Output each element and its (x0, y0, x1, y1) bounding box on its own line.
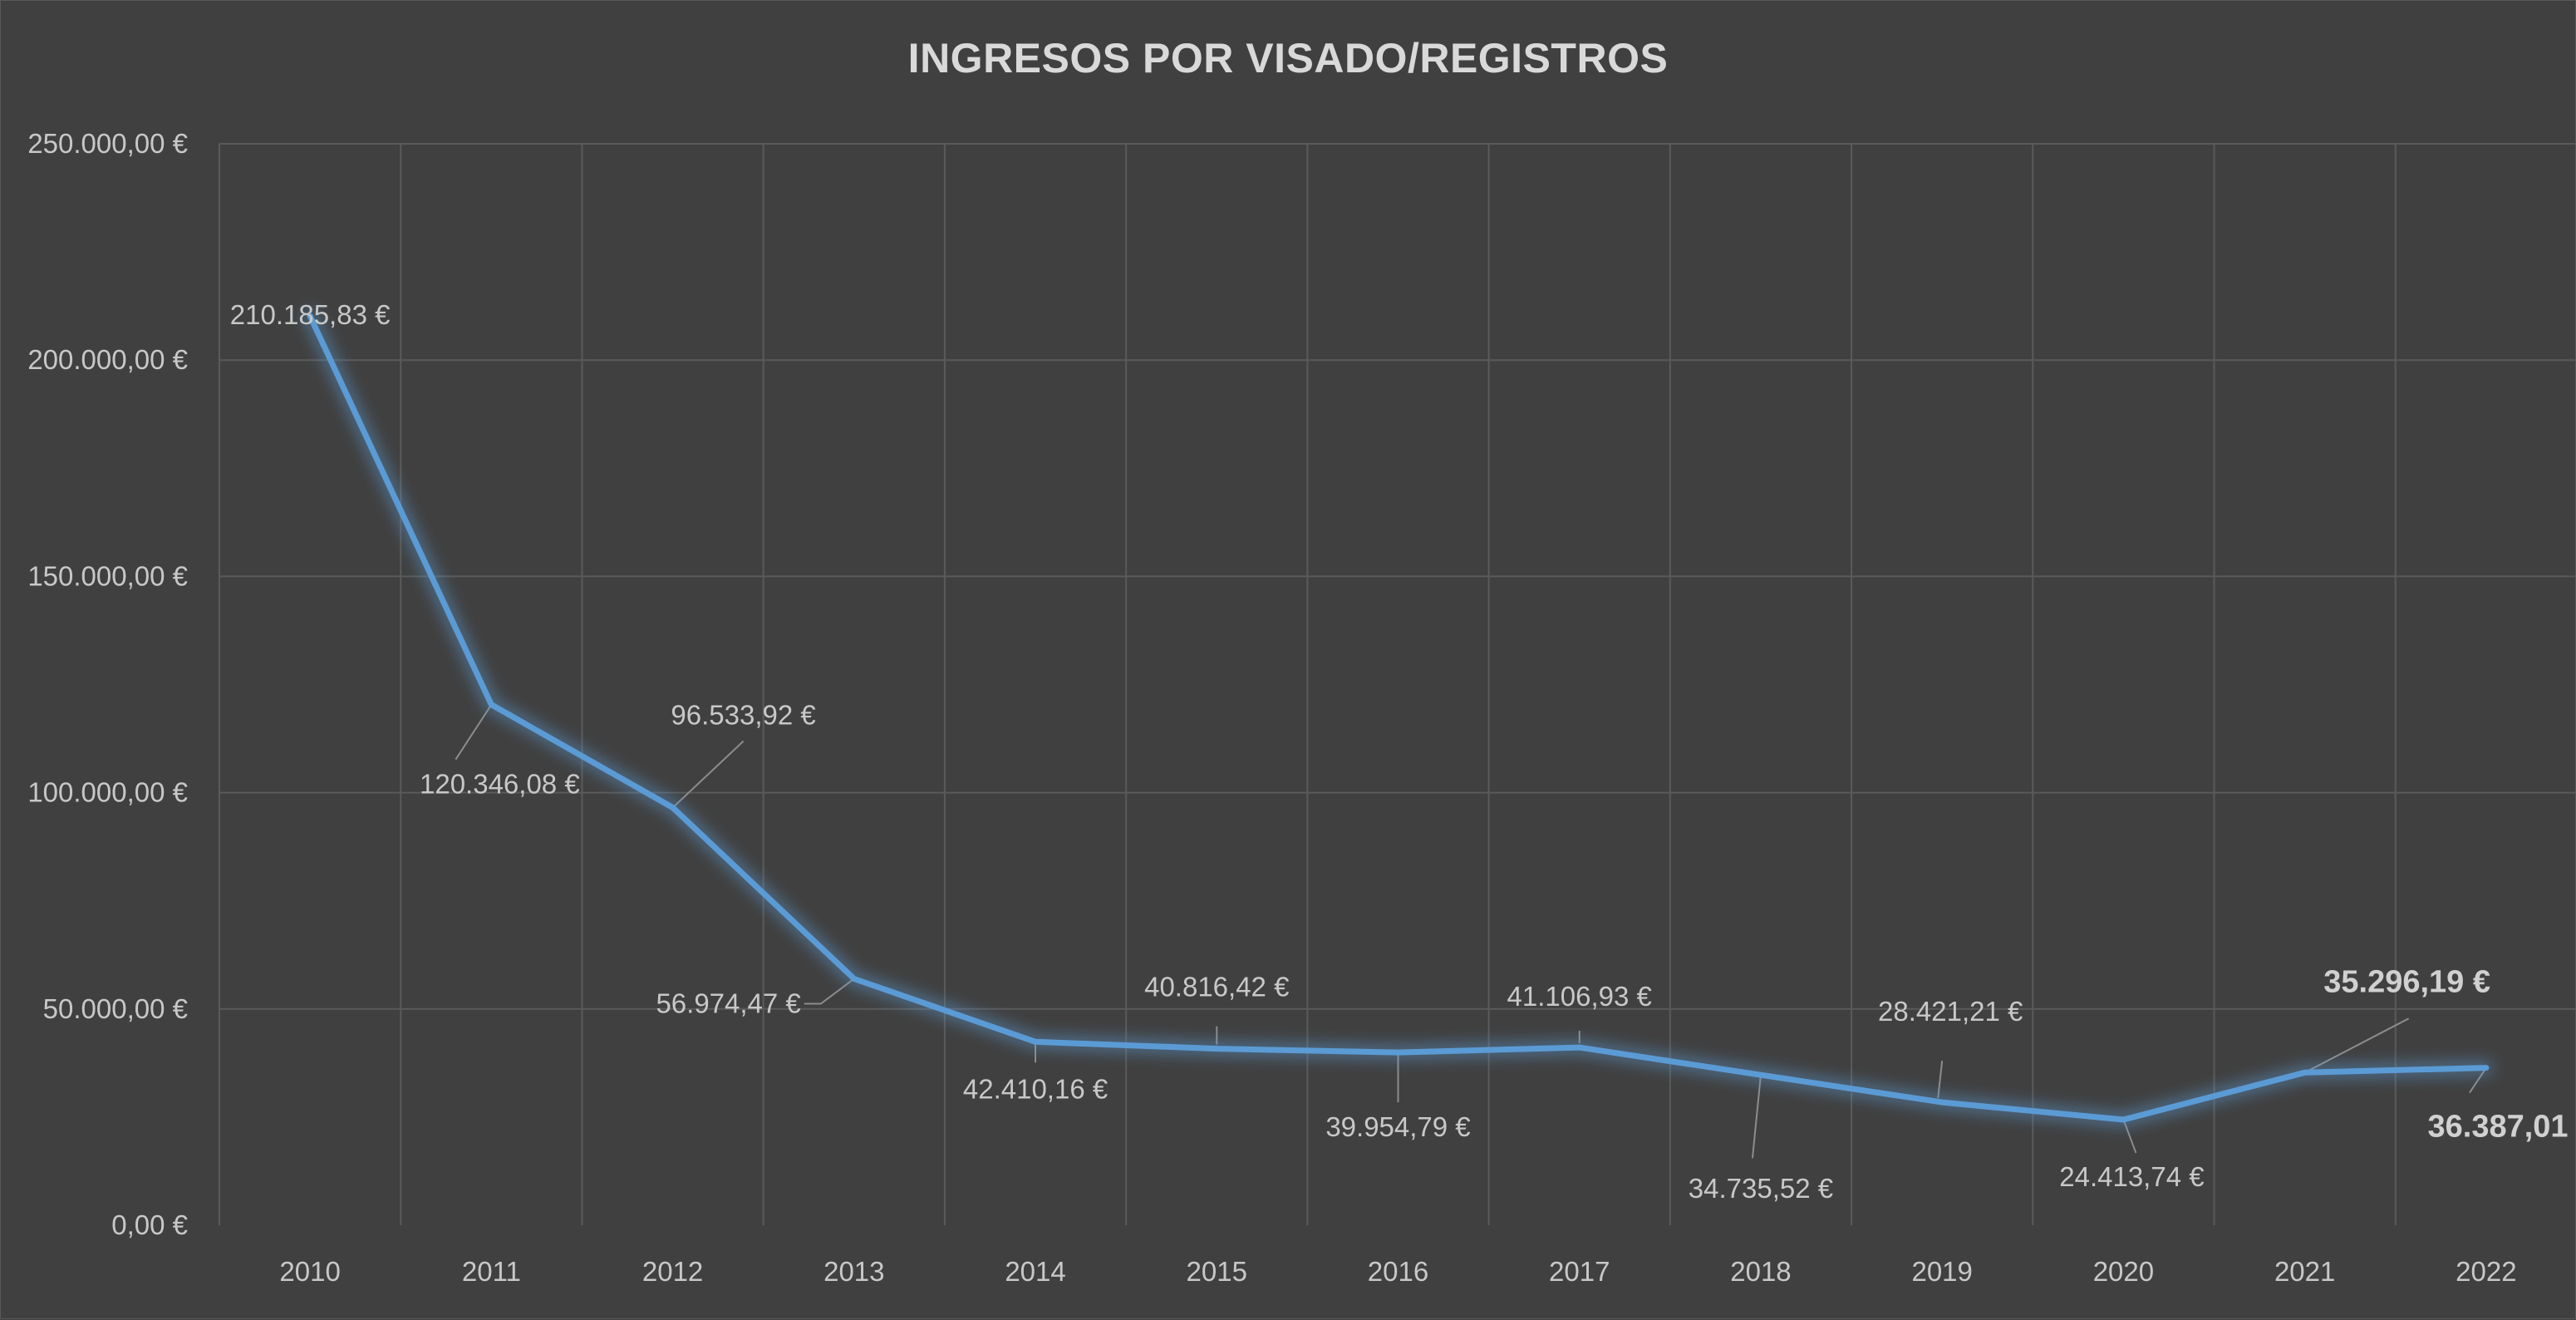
series-line-group (303, 309, 2493, 1126)
data-label: 96.533,92 € (671, 700, 815, 731)
data-label: 24.413,74 € (2059, 1161, 2204, 1192)
data-label: 120.346,08 € (420, 769, 580, 800)
x-tick-label: 2022 (2456, 1256, 2516, 1287)
data-point (1939, 1100, 1945, 1106)
data-label: 56.974,47 € (656, 988, 800, 1019)
data-point (1757, 1072, 1763, 1078)
y-tick-label: 200.000,00 € (27, 344, 188, 375)
data-point (1033, 1039, 1039, 1045)
x-tick-label: 2018 (1730, 1256, 1791, 1287)
data-label: 35.296,19 € (2323, 964, 2490, 999)
data-label: 28.421,21 € (1878, 996, 2023, 1027)
x-tick-label: 2017 (1549, 1256, 1610, 1287)
data-label-leader (1751, 1075, 1762, 1159)
data-label-leader (804, 978, 855, 1005)
data-label-leader (455, 704, 493, 761)
data-point (1214, 1046, 1220, 1052)
data-point (2302, 1070, 2308, 1076)
x-tick-label: 2020 (2093, 1256, 2154, 1287)
x-axis: 2010 2011 2012 2013 2014 2015 2016 2017 2018 2019… (279, 1256, 2516, 1287)
x-tick-label: 2019 (1911, 1256, 1972, 1287)
series-line (307, 313, 2490, 1123)
data-label: 41.106,93 € (1507, 981, 1652, 1012)
data-label: 210.185,83 € (230, 299, 391, 330)
y-tick-label: 100.000,00 € (27, 777, 188, 808)
data-point (1576, 1045, 1582, 1051)
x-tick-label: 2015 (1187, 1256, 1247, 1287)
y-tick-label: 250.000,00 € (27, 128, 188, 159)
series-line-glow (303, 309, 2493, 1126)
y-tick-label: 50.000,00 € (43, 993, 188, 1024)
data-label-leader (671, 740, 745, 809)
data-label: 40.816,42 € (1144, 972, 1289, 1002)
data-label: 34.735,52 € (1689, 1173, 1833, 1204)
data-point (307, 313, 313, 319)
y-axis: 0,00 € 50.000,00 € 100.000,00 € 150.000,00 … (27, 128, 188, 1240)
y-tick-label: 150.000,00 € (27, 560, 188, 591)
data-label: 39.954,79 € (1325, 1111, 1470, 1142)
data-point (670, 805, 676, 810)
x-tick-label: 2021 (2274, 1256, 2335, 1287)
data-label-leader (1937, 1060, 1944, 1099)
data-point (1395, 1050, 1401, 1056)
data-point (2483, 1065, 2489, 1071)
x-tick-label: 2013 (823, 1256, 884, 1287)
data-point (2121, 1116, 2126, 1122)
x-tick-label: 2014 (1005, 1256, 1065, 1287)
data-label: 36.387,01 € (2428, 1110, 2576, 1145)
x-tick-label: 2012 (642, 1256, 703, 1287)
data-point (851, 976, 857, 982)
chart-title: INGRESOS POR VISADO/REGISTROS (907, 35, 1669, 81)
data-label-leader (2304, 1017, 2410, 1074)
x-tick-label: 2011 (462, 1256, 521, 1287)
data-label: 42.410,16 € (963, 1073, 1108, 1104)
data-point (489, 702, 494, 707)
x-tick-label: 2010 (279, 1256, 340, 1287)
x-tick-label: 2016 (1368, 1256, 1428, 1287)
data-label-leaders (455, 704, 2487, 1159)
y-tick-label: 0,00 € (111, 1209, 188, 1240)
data-labels: 210.185,83 € 120.346,08 € 96.533,92 € 56.97… (230, 299, 2576, 1204)
